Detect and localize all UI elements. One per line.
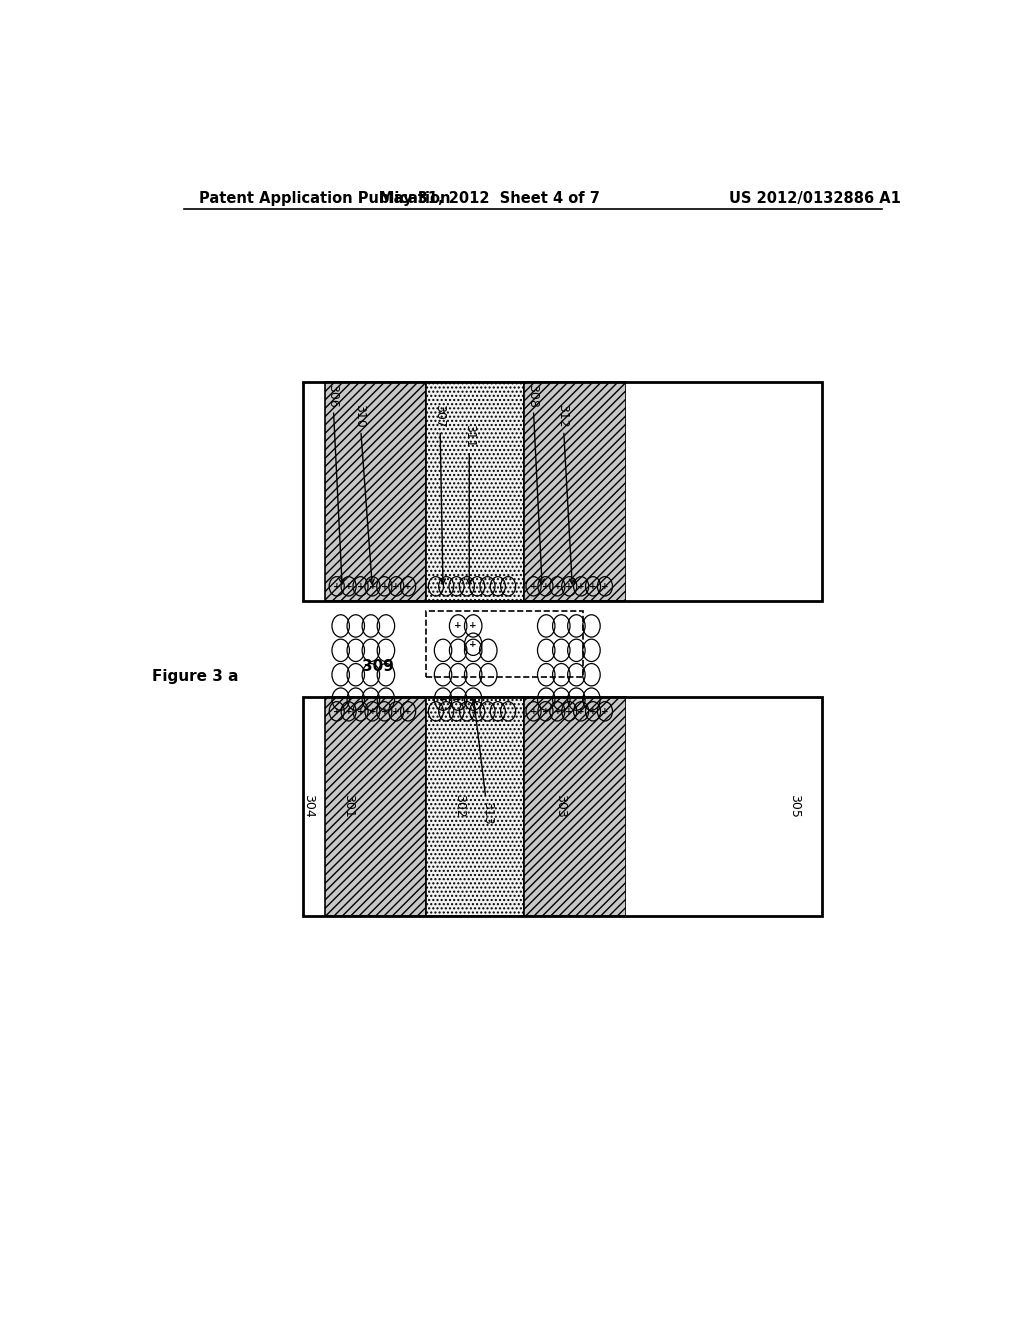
Text: 308: 308: [526, 384, 545, 583]
Bar: [426, 697, 524, 916]
Text: +: +: [404, 706, 412, 715]
Text: +: +: [381, 706, 388, 715]
Text: +: +: [345, 582, 352, 591]
Text: Figure 3 a: Figure 3 a: [153, 669, 239, 684]
Bar: [303, 381, 325, 601]
Text: +: +: [542, 706, 549, 715]
Text: +: +: [554, 706, 561, 715]
Bar: [303, 697, 822, 916]
Text: +: +: [565, 582, 573, 591]
Text: +: +: [404, 582, 412, 591]
Text: 301: 301: [342, 793, 355, 817]
Text: +: +: [554, 582, 561, 591]
Text: 310: 310: [353, 404, 374, 583]
Text: +: +: [589, 706, 597, 715]
Text: 311: 311: [463, 425, 476, 583]
Text: +: +: [455, 622, 462, 631]
Bar: [626, 381, 822, 601]
Text: +: +: [542, 582, 549, 591]
Text: +: +: [333, 582, 341, 591]
Text: +: +: [356, 706, 365, 715]
Bar: [524, 381, 626, 601]
Text: +: +: [356, 582, 365, 591]
Text: +: +: [381, 582, 388, 591]
Text: +: +: [469, 640, 477, 648]
Bar: [303, 381, 822, 601]
Text: +: +: [469, 622, 477, 631]
Text: +: +: [529, 706, 538, 715]
Text: +: +: [439, 694, 446, 704]
Bar: [626, 697, 822, 916]
Text: May 31, 2012  Sheet 4 of 7: May 31, 2012 Sheet 4 of 7: [379, 190, 599, 206]
Text: 305: 305: [788, 793, 801, 818]
Text: Patent Application Publication: Patent Application Publication: [200, 190, 451, 206]
Text: +: +: [565, 706, 573, 715]
Text: 309: 309: [362, 659, 394, 675]
Text: 307: 307: [433, 404, 446, 583]
Text: +: +: [392, 582, 400, 591]
Text: +: +: [455, 694, 462, 704]
Bar: [325, 381, 426, 601]
Bar: [325, 697, 426, 916]
Text: +: +: [589, 582, 597, 591]
Text: +: +: [529, 582, 538, 591]
Bar: [524, 697, 626, 916]
Text: +: +: [392, 706, 400, 715]
Text: +: +: [469, 694, 477, 704]
Text: +: +: [369, 706, 376, 715]
Text: US 2012/0132886 A1: US 2012/0132886 A1: [728, 190, 900, 206]
Bar: [426, 381, 524, 601]
Text: 306: 306: [327, 384, 344, 583]
Text: +: +: [369, 582, 376, 591]
Text: 303: 303: [554, 793, 567, 817]
Text: +: +: [345, 706, 352, 715]
Text: 313: 313: [472, 700, 494, 824]
Text: +: +: [601, 582, 608, 591]
Bar: [303, 697, 325, 916]
Text: 312: 312: [556, 404, 574, 583]
Text: 302: 302: [454, 793, 466, 817]
Text: +: +: [578, 706, 585, 715]
Text: +: +: [601, 706, 608, 715]
Bar: [426, 611, 583, 677]
Text: +: +: [333, 706, 341, 715]
Text: +: +: [578, 582, 585, 591]
Bar: [303, 697, 822, 916]
Bar: [303, 381, 822, 601]
Text: 304: 304: [302, 793, 315, 817]
